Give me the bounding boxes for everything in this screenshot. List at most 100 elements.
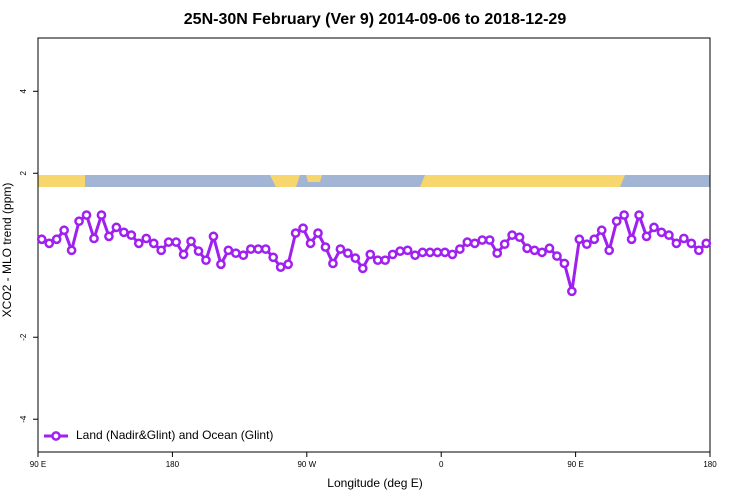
data-point bbox=[604, 245, 615, 256]
x-tick-label: 90 E bbox=[30, 460, 46, 469]
data-point bbox=[686, 238, 697, 249]
data-point bbox=[208, 231, 219, 242]
data-point bbox=[462, 237, 473, 247]
data-point bbox=[357, 263, 368, 274]
data-point bbox=[469, 238, 480, 249]
data-point bbox=[402, 245, 413, 256]
x-tick-label: 180 bbox=[166, 460, 180, 469]
data-point bbox=[484, 235, 495, 245]
y-tick-label: -2 bbox=[19, 333, 28, 341]
data-point bbox=[537, 247, 547, 258]
data-point bbox=[313, 228, 323, 238]
land-ocean-strip bbox=[38, 175, 710, 187]
data-point bbox=[290, 228, 301, 238]
y-tick-label: 2 bbox=[19, 170, 28, 175]
data-point bbox=[559, 258, 570, 269]
x-tick-label: 180 bbox=[703, 460, 717, 469]
data-point bbox=[59, 225, 69, 236]
data-point bbox=[671, 238, 682, 249]
data-point bbox=[74, 216, 84, 227]
data-point bbox=[455, 244, 465, 254]
data-point bbox=[656, 227, 667, 238]
data-point bbox=[89, 233, 99, 244]
data-point bbox=[387, 249, 398, 260]
data-point bbox=[275, 262, 286, 272]
data-point bbox=[611, 216, 622, 227]
data-point bbox=[141, 233, 152, 244]
data-point bbox=[238, 250, 249, 261]
data-point bbox=[507, 230, 517, 241]
data-point bbox=[81, 210, 92, 220]
land-band bbox=[270, 175, 300, 187]
x-tick-label: 90 E bbox=[567, 460, 583, 469]
data-point bbox=[529, 245, 540, 256]
data-point bbox=[664, 230, 674, 241]
data-point bbox=[335, 244, 346, 254]
data-point bbox=[36, 234, 47, 245]
land-band bbox=[38, 175, 85, 187]
data-point bbox=[231, 248, 241, 259]
data-point bbox=[66, 245, 77, 256]
data-point bbox=[417, 247, 428, 258]
data-point bbox=[163, 237, 174, 247]
data-point bbox=[193, 246, 204, 256]
data-point bbox=[447, 249, 458, 260]
data-point bbox=[552, 251, 562, 261]
data-point bbox=[499, 239, 510, 250]
data-point bbox=[380, 255, 391, 266]
data-point bbox=[51, 234, 62, 245]
data-point bbox=[649, 222, 659, 233]
data-point bbox=[148, 238, 159, 249]
data-point bbox=[693, 245, 704, 256]
land-band bbox=[420, 175, 625, 187]
y-axis-label: XCO2 - MLO trend (ppm) bbox=[0, 183, 14, 318]
data-point bbox=[343, 248, 353, 259]
y-tick-label: -4 bbox=[19, 415, 28, 423]
data-point bbox=[365, 249, 376, 260]
data-point bbox=[223, 245, 234, 256]
data-point bbox=[372, 255, 383, 266]
data-point bbox=[260, 244, 271, 254]
data-point bbox=[104, 231, 114, 242]
data-point bbox=[126, 230, 137, 241]
data-point bbox=[171, 237, 181, 247]
land-band bbox=[306, 175, 322, 182]
data-point bbox=[634, 210, 644, 220]
data-point bbox=[589, 234, 600, 245]
data-point bbox=[432, 247, 443, 258]
x-tick-label: 90 W bbox=[297, 460, 316, 469]
data-point bbox=[581, 239, 592, 250]
data-point bbox=[283, 259, 293, 270]
chart-title: 25N-30N February (Ver 9) 2014-09-06 to 2… bbox=[184, 11, 567, 28]
data-point bbox=[133, 238, 144, 249]
data-point bbox=[156, 245, 167, 256]
data-point bbox=[44, 238, 55, 249]
data-point bbox=[679, 233, 689, 244]
data-point bbox=[641, 231, 652, 242]
data-point bbox=[626, 234, 637, 245]
data-point bbox=[320, 242, 331, 252]
data-point bbox=[186, 236, 196, 247]
data-point bbox=[201, 255, 211, 266]
data-point bbox=[96, 210, 107, 220]
data-point bbox=[245, 244, 256, 254]
data-point bbox=[328, 258, 338, 269]
data-point bbox=[440, 247, 450, 258]
legend-label: Land (Nadir&Glint) and Ocean (Glint) bbox=[76, 428, 273, 442]
data-point bbox=[268, 252, 279, 263]
x-axis-label: Longitude (deg E) bbox=[327, 476, 422, 490]
data-point bbox=[522, 243, 532, 254]
data-point bbox=[544, 243, 555, 254]
data-point bbox=[477, 235, 488, 245]
data-point bbox=[514, 232, 525, 243]
data-point bbox=[178, 249, 189, 260]
data-point bbox=[619, 210, 629, 220]
data-point bbox=[410, 250, 420, 261]
legend-marker bbox=[51, 431, 61, 441]
y-tick-label: 4 bbox=[19, 89, 28, 94]
data-point bbox=[701, 238, 712, 249]
data-point bbox=[305, 238, 316, 249]
data-point bbox=[574, 234, 585, 245]
data-point bbox=[395, 246, 405, 256]
data-point bbox=[425, 247, 435, 258]
